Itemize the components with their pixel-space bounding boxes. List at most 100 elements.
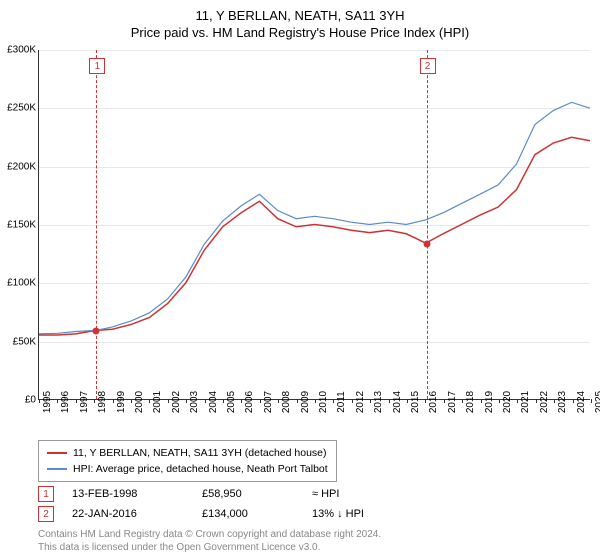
- xtick-label: 2015: [410, 391, 421, 413]
- xtick-label: 1995: [42, 391, 53, 413]
- flag-box: 2: [420, 58, 436, 74]
- xtick-label: 2007: [263, 391, 274, 413]
- xtick-mark: [186, 399, 187, 403]
- xtick-mark: [573, 399, 574, 403]
- xtick-mark: [149, 399, 150, 403]
- ytick-label: £0: [2, 395, 36, 406]
- xtick-label: 2024: [576, 391, 587, 413]
- xtick-label: 2009: [300, 391, 311, 413]
- attribution-line2: This data is licensed under the Open Gov…: [38, 541, 381, 554]
- xtick-mark: [76, 399, 77, 403]
- xtick-mark: [113, 399, 114, 403]
- xtick-mark: [591, 399, 592, 403]
- xtick-label: 2003: [189, 391, 200, 413]
- xtick-mark: [444, 399, 445, 403]
- plot-area: 12: [38, 50, 590, 400]
- xtick-label: 2012: [355, 391, 366, 413]
- ytick-label: £100K: [2, 278, 36, 289]
- line-svg: [39, 50, 590, 399]
- xtick-label: 2002: [171, 391, 182, 413]
- xtick-mark: [425, 399, 426, 403]
- xtick-mark: [168, 399, 169, 403]
- xtick-label: 2011: [336, 391, 347, 413]
- xtick-label: 2010: [318, 391, 329, 413]
- xtick-mark: [333, 399, 334, 403]
- transaction-flag: 1: [38, 486, 54, 502]
- legend-row: 11, Y BERLLAN, NEATH, SA11 3YH (detached…: [47, 445, 328, 461]
- xtick-label: 1999: [116, 391, 127, 413]
- xtick-label: 2017: [447, 391, 458, 413]
- series-hpi: [39, 102, 590, 334]
- ytick-label: £300K: [2, 45, 36, 56]
- xtick-label: 2005: [226, 391, 237, 413]
- xtick-label: 2004: [208, 391, 219, 413]
- xtick-mark: [223, 399, 224, 403]
- xtick-mark: [131, 399, 132, 403]
- xtick-mark: [389, 399, 390, 403]
- xtick-label: 1998: [97, 391, 108, 413]
- xtick-mark: [57, 399, 58, 403]
- transaction-price: £134,000: [202, 508, 312, 520]
- legend-swatch: [47, 468, 67, 470]
- xtick-mark: [241, 399, 242, 403]
- xtick-mark: [352, 399, 353, 403]
- ytick-label: £250K: [2, 103, 36, 114]
- ytick-label: £50K: [2, 336, 36, 347]
- flag-line: [427, 50, 428, 399]
- xtick-label: 1996: [60, 391, 71, 413]
- transaction-flag: 2: [38, 506, 54, 522]
- xtick-label: 2001: [152, 391, 163, 413]
- xtick-mark: [315, 399, 316, 403]
- xtick-label: 2006: [244, 391, 255, 413]
- xtick-label: 2021: [520, 391, 531, 413]
- xtick-label: 2022: [539, 391, 550, 413]
- xtick-label: 2016: [428, 391, 439, 413]
- xtick-label: 2018: [465, 391, 476, 413]
- xtick-mark: [536, 399, 537, 403]
- xtick-mark: [205, 399, 206, 403]
- xtick-mark: [260, 399, 261, 403]
- transaction-date: 22-JAN-2016: [72, 508, 202, 520]
- transaction-row: 2 22-JAN-2016£134,00013% ↓ HPI: [38, 504, 402, 524]
- xtick-mark: [370, 399, 371, 403]
- xtick-mark: [278, 399, 279, 403]
- xtick-label: 1997: [79, 391, 90, 413]
- xtick-label: 2000: [134, 391, 145, 413]
- legend-swatch: [47, 452, 67, 454]
- xtick-label: 2023: [557, 391, 568, 413]
- xtick-label: 2014: [392, 391, 403, 413]
- legend-label: 11, Y BERLLAN, NEATH, SA11 3YH (detached…: [73, 447, 327, 459]
- xtick-label: 2025: [594, 391, 600, 413]
- xtick-mark: [481, 399, 482, 403]
- xtick-label: 2020: [502, 391, 513, 413]
- xtick-mark: [499, 399, 500, 403]
- series-property: [39, 137, 590, 335]
- chart-title: 11, Y BERLLAN, NEATH, SA11 3YH: [0, 0, 600, 23]
- xtick-label: 2013: [373, 391, 384, 413]
- chart-subtitle: Price paid vs. HM Land Registry's House …: [0, 23, 600, 40]
- xtick-mark: [517, 399, 518, 403]
- xtick-mark: [462, 399, 463, 403]
- attribution-line1: Contains HM Land Registry data © Crown c…: [38, 528, 381, 541]
- xtick-mark: [554, 399, 555, 403]
- flag-line: [96, 50, 97, 399]
- transaction-table: 1 13-FEB-1998£58,950≈ HPI 2 22-JAN-2016£134…: [38, 484, 402, 524]
- legend: 11, Y BERLLAN, NEATH, SA11 3YH (detached…: [38, 440, 337, 482]
- xtick-mark: [94, 399, 95, 403]
- marker-dot: [423, 240, 430, 247]
- transaction-date: 13-FEB-1998: [72, 488, 202, 500]
- transaction-price: £58,950: [202, 488, 312, 500]
- xtick-mark: [407, 399, 408, 403]
- transaction-rel: 13% ↓ HPI: [312, 508, 402, 520]
- legend-row: HPI: Average price, detached house, Neat…: [47, 461, 328, 477]
- xtick-mark: [39, 399, 40, 403]
- chart-container: 11, Y BERLLAN, NEATH, SA11 3YH Price pai…: [0, 0, 600, 560]
- ytick-label: £200K: [2, 161, 36, 172]
- marker-dot: [93, 328, 100, 335]
- transaction-row: 1 13-FEB-1998£58,950≈ HPI: [38, 484, 402, 504]
- flag-box: 1: [89, 58, 105, 74]
- legend-label: HPI: Average price, detached house, Neat…: [73, 463, 328, 475]
- attribution: Contains HM Land Registry data © Crown c…: [38, 528, 381, 554]
- xtick-label: 2019: [484, 391, 495, 413]
- transaction-rel: ≈ HPI: [312, 488, 402, 500]
